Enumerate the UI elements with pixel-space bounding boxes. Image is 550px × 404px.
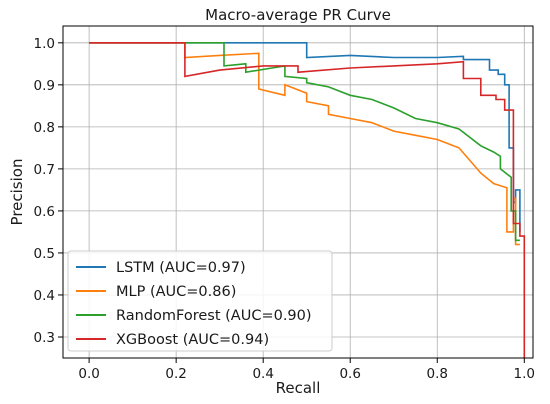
chart-title: Macro-average PR Curve bbox=[205, 6, 391, 24]
x-tick-label: 0.4 bbox=[252, 366, 273, 382]
x-tick-label: 1.0 bbox=[514, 366, 535, 382]
legend-label-1: LSTM (AUC=0.97) bbox=[116, 260, 246, 276]
y-tick-label: 1.0 bbox=[34, 36, 55, 52]
x-tick-label: 0.6 bbox=[339, 366, 360, 382]
y-axis-ticks: 0.3 0.4 0.5 0.6 0.7 0.8 0.9 1.0 bbox=[34, 36, 63, 346]
legend-label-3: RandomForest (AUC=0.90) bbox=[116, 308, 312, 324]
y-tick-label: 0.9 bbox=[34, 78, 55, 94]
series-line-3 bbox=[89, 41, 520, 242]
x-axis-ticks: 0.0 0.2 0.4 0.6 0.8 1.0 bbox=[78, 358, 535, 382]
plot-frame bbox=[62, 25, 534, 359]
series-line-1 bbox=[89, 41, 521, 232]
x-tick-label: 0.0 bbox=[78, 366, 99, 382]
y-axis-label: Precision bbox=[8, 159, 26, 226]
legend-box bbox=[67, 250, 333, 352]
legend-label-4: XGBoost (AUC=0.94) bbox=[116, 332, 269, 348]
legend-label-2: MLP (AUC=0.86) bbox=[116, 284, 236, 300]
x-tick-label: 0.2 bbox=[165, 366, 186, 382]
y-tick-label: 0.8 bbox=[34, 120, 55, 136]
y-tick-label: 0.6 bbox=[34, 204, 55, 220]
series-group bbox=[89, 41, 526, 358]
series-line-2 bbox=[89, 41, 520, 246]
series-line-4 bbox=[89, 41, 526, 358]
y-tick-label: 0.7 bbox=[34, 162, 55, 178]
legend: LSTM (AUC=0.97) MLP (AUC=0.86) RandomFores… bbox=[67, 250, 333, 352]
y-tick-label: 0.4 bbox=[34, 288, 55, 304]
y-tick-label: 0.5 bbox=[34, 246, 55, 262]
x-axis-label: Recall bbox=[276, 379, 321, 397]
y-tick-label: 0.3 bbox=[34, 330, 55, 346]
x-tick-label: 0.8 bbox=[427, 366, 448, 382]
